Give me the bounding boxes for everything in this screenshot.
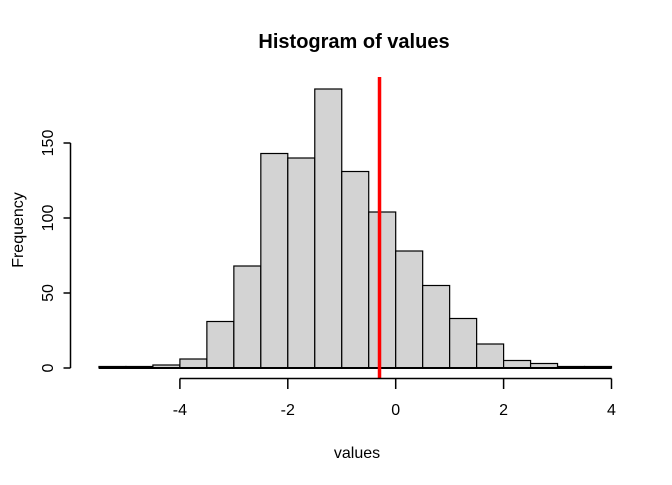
histogram-bar	[368, 211, 397, 369]
chart-title: Histogram of values	[258, 31, 449, 53]
histogram-bar	[314, 88, 343, 369]
histogram-bar	[260, 152, 289, 369]
histogram-bar	[503, 359, 532, 369]
x-tick-label: 2	[499, 402, 508, 419]
x-tick-label: 4	[607, 402, 616, 419]
x-tick-label: 0	[391, 402, 400, 419]
y-tick-label: 100	[40, 205, 57, 232]
x-tick-label: -2	[281, 402, 295, 419]
histogram-bar	[179, 358, 208, 369]
x-tick-label: -4	[173, 402, 187, 419]
histogram-bar	[206, 320, 235, 369]
x-axis: -4 -2 0 2 4	[173, 377, 616, 419]
y-axis-label: Frequency	[10, 192, 27, 268]
histogram-bar	[233, 265, 262, 369]
x-axis-label: values	[334, 445, 380, 462]
y-axis: 0 50 100 150	[40, 130, 72, 372]
histogram-bar	[422, 284, 451, 369]
histogram-bar	[287, 157, 316, 369]
y-tick-label: 150	[40, 130, 57, 157]
histogram-bar	[341, 170, 370, 369]
histogram-bar	[476, 343, 505, 369]
histogram-bar	[449, 317, 478, 369]
histogram-bar	[395, 250, 424, 369]
y-tick-label: 50	[40, 284, 57, 302]
histogram-bars	[98, 88, 613, 369]
y-tick-label: 0	[40, 363, 57, 372]
